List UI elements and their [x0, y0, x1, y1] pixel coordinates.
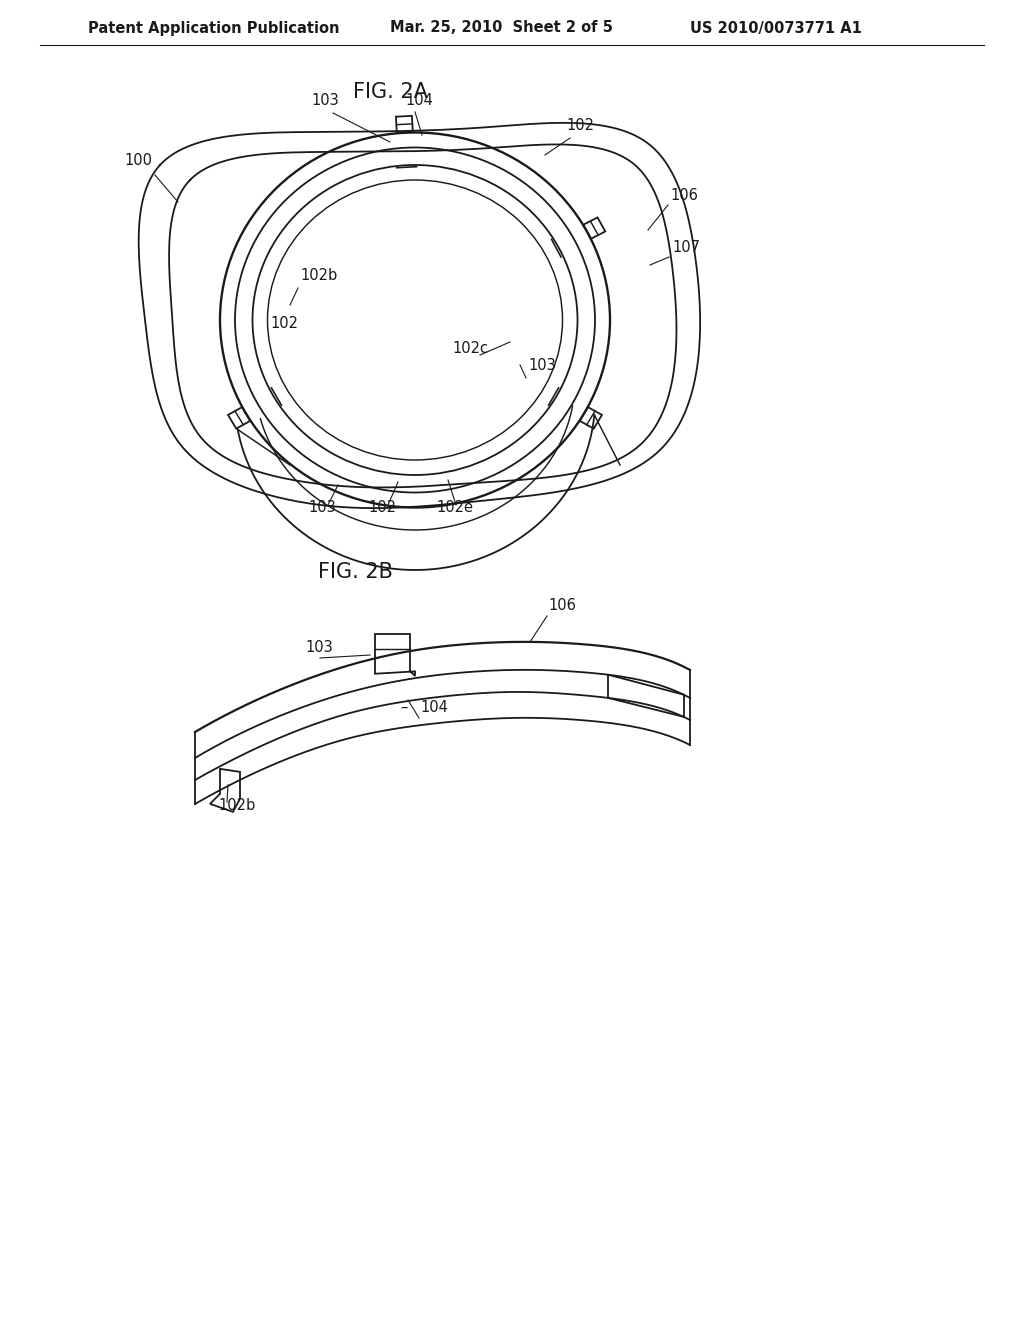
Text: 104: 104	[420, 700, 447, 715]
Text: –: –	[400, 700, 408, 715]
Text: 102b: 102b	[218, 799, 255, 813]
Text: FIG. 2B: FIG. 2B	[317, 562, 392, 582]
Text: Mar. 25, 2010  Sheet 2 of 5: Mar. 25, 2010 Sheet 2 of 5	[390, 21, 613, 36]
Text: 106: 106	[548, 598, 575, 612]
Text: 107: 107	[672, 240, 700, 255]
Text: 102: 102	[566, 117, 594, 133]
Text: 102e: 102e	[436, 500, 473, 515]
Text: 103: 103	[528, 358, 556, 374]
Text: 106: 106	[670, 187, 698, 203]
Text: 103: 103	[305, 640, 333, 655]
Text: 103: 103	[311, 92, 339, 108]
Text: US 2010/0073771 A1: US 2010/0073771 A1	[690, 21, 862, 36]
Text: 104: 104	[406, 92, 433, 108]
Text: 102c: 102c	[452, 341, 488, 356]
Text: 102b: 102b	[300, 268, 337, 282]
Text: 100: 100	[124, 153, 152, 168]
Text: 103: 103	[308, 500, 336, 515]
Text: 102: 102	[368, 500, 396, 515]
Text: Patent Application Publication: Patent Application Publication	[88, 21, 340, 36]
Text: 102: 102	[270, 315, 298, 331]
Text: FIG. 2A: FIG. 2A	[352, 82, 427, 102]
